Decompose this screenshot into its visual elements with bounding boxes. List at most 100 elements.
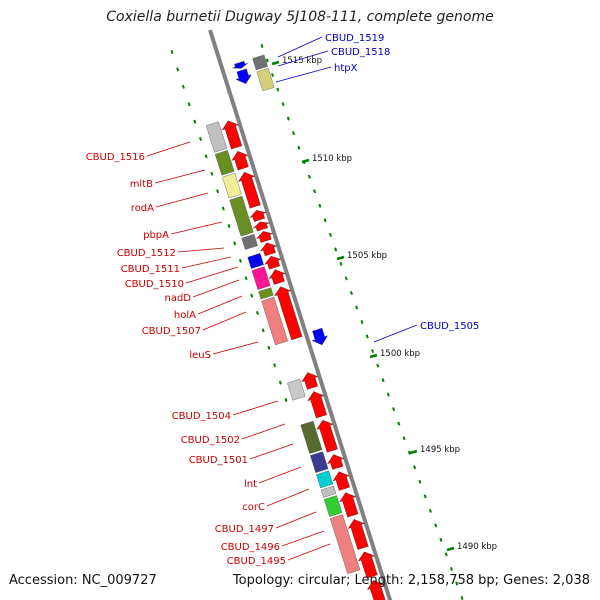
scale-tick-label: 1505 kbp <box>347 251 387 261</box>
cog-category-bar <box>229 195 254 237</box>
reverse-gene-label: corC <box>242 502 265 513</box>
inner-dot <box>193 119 197 124</box>
reverse-gene-label: CBUD_1497 <box>215 524 274 535</box>
cog-category-bar <box>316 470 334 489</box>
cog-category-bar <box>214 150 235 176</box>
inner-dot <box>278 380 282 385</box>
backbone-line <box>208 29 393 600</box>
outer-dot <box>334 247 338 252</box>
reverse-gene-arrow <box>316 419 338 453</box>
outer-dot <box>397 421 401 426</box>
scale-ticks: 1515 kbp 1510 kbp 1505 kbp 1500 kbp 1495 kbp… <box>271 56 497 552</box>
outer-dot <box>449 566 453 571</box>
coding-track-dots <box>170 44 464 600</box>
inner-dot <box>181 84 185 89</box>
reverse-gene-label: CBUD_1495 <box>227 556 286 567</box>
inner-dot <box>261 328 265 333</box>
forward-gene-arrow <box>235 68 252 84</box>
forward-gene-arrow <box>311 327 328 346</box>
outer-dot <box>418 479 422 484</box>
reverse-gene-arrow <box>268 269 286 285</box>
forward-gene-label: htpX <box>334 63 358 74</box>
scale-tick-label: 1495 kbp <box>420 445 460 455</box>
inner-dot <box>227 224 231 228</box>
label-leader-line <box>192 279 240 298</box>
reverse-gene-arrow <box>327 454 345 470</box>
label-leader-line <box>197 295 243 315</box>
outer-dot <box>349 290 353 295</box>
reverse-gene-arrow <box>255 231 274 243</box>
label-leader-line <box>155 192 209 208</box>
genome-summary: Topology: circular; Length: 2,158,758 bp… <box>232 573 590 588</box>
inner-dot <box>267 345 271 350</box>
inner-dot <box>221 206 225 211</box>
scale-tick-label: 1510 kbp <box>312 154 352 164</box>
outer-dot <box>271 73 275 78</box>
outer-dot <box>297 145 301 150</box>
scale-tick <box>446 546 455 552</box>
inner-dot <box>244 276 248 281</box>
outer-dot <box>439 537 443 542</box>
inner-dot <box>238 258 242 263</box>
reverse-gene-label: CBUD_1504 <box>172 411 231 422</box>
reverse-gene-label: leuS <box>189 350 211 361</box>
outer-dot <box>365 334 369 339</box>
outer-dot <box>355 305 359 310</box>
reverse-gene-arrow <box>237 171 261 209</box>
label-leader-line <box>275 511 317 529</box>
reverse-gene-arrow <box>253 221 270 232</box>
outer-dot <box>371 349 375 354</box>
label-leader-line <box>185 266 239 284</box>
inner-dot <box>216 189 220 194</box>
forward-gene-label: CBUD_1518 <box>331 47 390 58</box>
scale-tick-label: 1500 kbp <box>380 349 420 359</box>
inner-dot <box>204 154 208 159</box>
reverse-gene-arrow <box>357 551 378 579</box>
label-leader-line <box>232 400 279 416</box>
scale-tick <box>409 449 418 455</box>
reverse-gene-arrow <box>231 151 249 171</box>
scale-tick-label: 1490 kbp <box>457 542 497 552</box>
reverse-gene-label: CBUD_1511 <box>121 264 180 275</box>
outer-dot <box>307 174 311 179</box>
cog-category-bar <box>300 420 323 454</box>
reverse-gene-label: mltB <box>130 179 153 190</box>
inner-dot <box>256 311 259 315</box>
inner-dot <box>176 67 180 72</box>
reverse-gene-label: lnt <box>244 479 257 490</box>
scale-tick-label: 1515 kbp <box>282 56 322 66</box>
inner-dot <box>199 137 202 141</box>
cog-category-bar <box>205 121 228 153</box>
reverse-gene-label: CBUD_1516 <box>86 152 145 163</box>
outer-dot <box>376 363 380 368</box>
inner-dot <box>187 102 191 107</box>
reverse-gene-arrow <box>332 471 350 491</box>
outer-dot <box>286 116 290 121</box>
reverse-gene-label: CBUD_1502 <box>181 435 240 446</box>
outer-dot <box>323 218 327 223</box>
outer-dot <box>328 232 332 237</box>
reverse-gene-arrow <box>274 286 303 341</box>
outer-dot <box>344 276 348 281</box>
outer-dot <box>386 392 390 397</box>
outer-dot <box>402 436 406 441</box>
outer-dot <box>339 261 343 266</box>
label-leader-line <box>275 66 332 83</box>
reverse-gene-arrow <box>366 580 386 600</box>
outer-dot <box>281 102 285 107</box>
genome-backbone <box>208 29 393 600</box>
reverse-gene-label: CBUD_1496 <box>221 542 280 553</box>
outer-dot <box>444 552 448 557</box>
reverse-gene-label: CBUD_1510 <box>125 279 184 290</box>
outer-dot <box>292 131 296 136</box>
label-leader-line <box>181 256 232 269</box>
cog-category-bar <box>323 495 343 517</box>
reverse-gene-arrow <box>249 210 267 222</box>
label-leader-line <box>266 488 310 507</box>
reverse-gene-arrow <box>301 372 319 390</box>
forward-gene-arrow <box>232 60 248 69</box>
label-leader-line <box>202 311 247 331</box>
cog-category-bar <box>329 514 361 575</box>
scale-tick <box>336 255 345 261</box>
outer-dot <box>260 44 264 48</box>
